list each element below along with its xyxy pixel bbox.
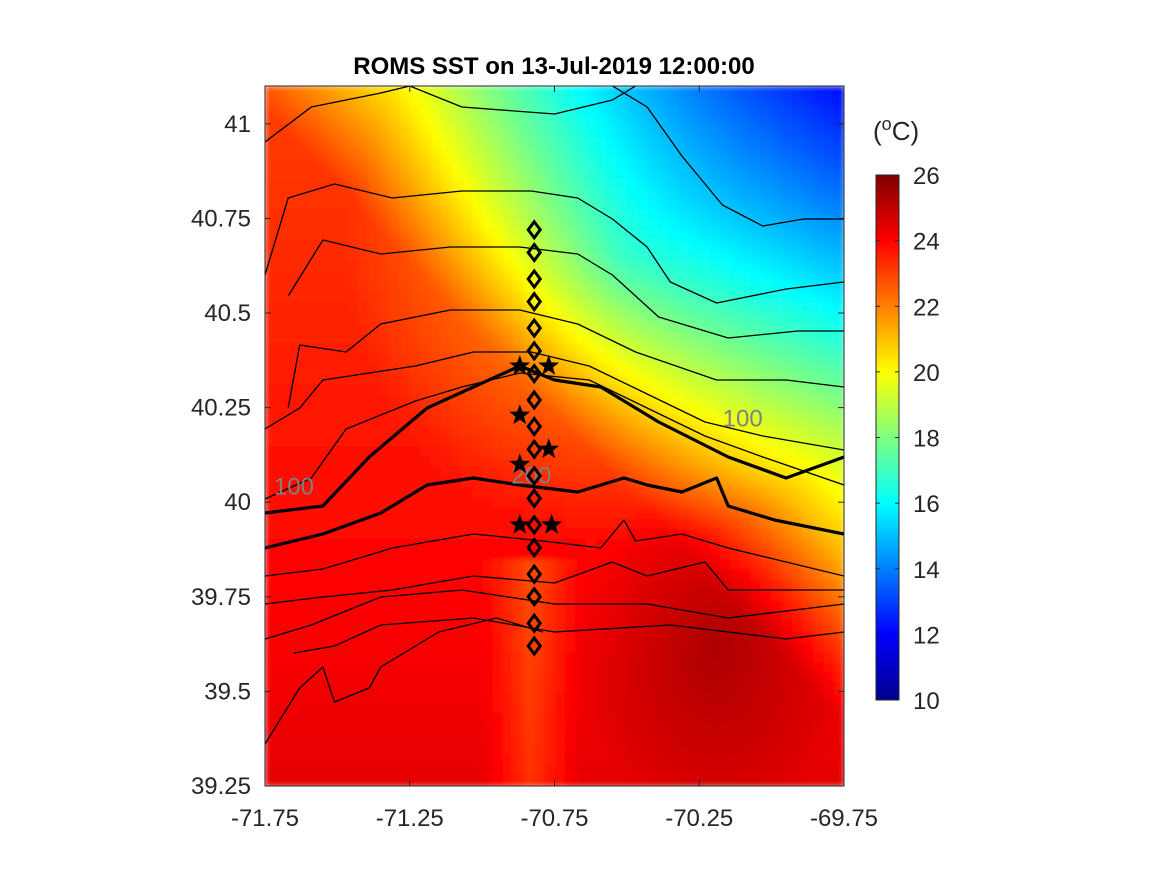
colorbar: 10 12 14 16 18 20 22 24 26 (oC) <box>873 114 940 715</box>
station-diamond <box>526 563 543 585</box>
y-tick-label: 39.5 <box>204 678 251 705</box>
x-tick-label: -70.25 <box>665 805 733 832</box>
station-diamond <box>526 241 543 263</box>
colorbar-tick-label: 26 <box>913 163 940 190</box>
station-star <box>509 355 531 375</box>
y-tick-label: 40.25 <box>191 395 251 422</box>
station-diamond <box>526 416 543 438</box>
station-diamond <box>526 363 543 385</box>
y-tick-label: 40.75 <box>191 205 251 232</box>
station-diamond <box>526 487 543 509</box>
x-tick-label: -69.75 <box>810 805 878 832</box>
y-axis: 39.25 39.5 39.75 40 40.25 40.5 40.75 41 <box>191 111 844 800</box>
station-diamond <box>526 219 543 241</box>
station-diamond <box>526 317 543 339</box>
colorbar-tick-label: 24 <box>913 229 940 256</box>
station-diamond <box>526 537 543 559</box>
x-tick-label: -70.75 <box>520 805 588 832</box>
station-diamond <box>526 586 543 608</box>
x-tick-label: -71.25 <box>376 805 444 832</box>
station-diamond <box>526 389 543 411</box>
colorbar-tick-label: 10 <box>913 688 940 715</box>
y-tick-label: 41 <box>224 111 251 138</box>
y-tick-label: 40.5 <box>204 300 251 327</box>
colorbar-tick-label: 12 <box>913 622 940 649</box>
x-tick-label: -71.75 <box>231 805 299 832</box>
sst-heatmap <box>265 86 844 786</box>
station-diamond <box>526 340 543 362</box>
station-star <box>538 438 560 459</box>
station-star <box>538 355 560 375</box>
chart-title: ROMS SST on 13-Jul-2019 12:00:00 <box>353 53 754 80</box>
station-diamond <box>526 438 543 460</box>
colorbar-ticks: 10 12 14 16 18 20 22 24 26 <box>876 163 940 715</box>
station-diamond <box>526 268 543 290</box>
station-star <box>541 513 563 534</box>
station-star <box>509 404 531 425</box>
station-diamond <box>526 465 543 487</box>
colorbar-tick-label: 14 <box>913 557 940 584</box>
colorbar-tick-label: 16 <box>913 491 940 518</box>
station-diamond <box>526 291 543 313</box>
station-diamond <box>526 514 543 536</box>
y-tick-label: 39.25 <box>191 773 251 800</box>
x-axis: -71.75 -71.25 -70.75 -70.25 -69.75 <box>231 86 878 832</box>
station-star <box>509 453 531 474</box>
station-diamond <box>526 635 543 657</box>
colorbar-tick-label: 22 <box>913 294 940 321</box>
colorbar-tick-label: 20 <box>913 360 940 387</box>
colorbar-tick-label: 18 <box>913 426 940 453</box>
colorbar-unit-label: (oC) <box>873 114 919 146</box>
plot-area <box>265 86 844 786</box>
contour-label: 100 <box>274 474 314 501</box>
contour-label: 100 <box>723 406 763 433</box>
y-tick-label: 40 <box>224 489 251 516</box>
y-tick-label: 39.75 <box>191 584 251 611</box>
bathymetry-contours <box>265 86 844 745</box>
station-diamond <box>526 612 543 634</box>
station-star <box>509 513 531 534</box>
station-markers <box>509 219 563 657</box>
